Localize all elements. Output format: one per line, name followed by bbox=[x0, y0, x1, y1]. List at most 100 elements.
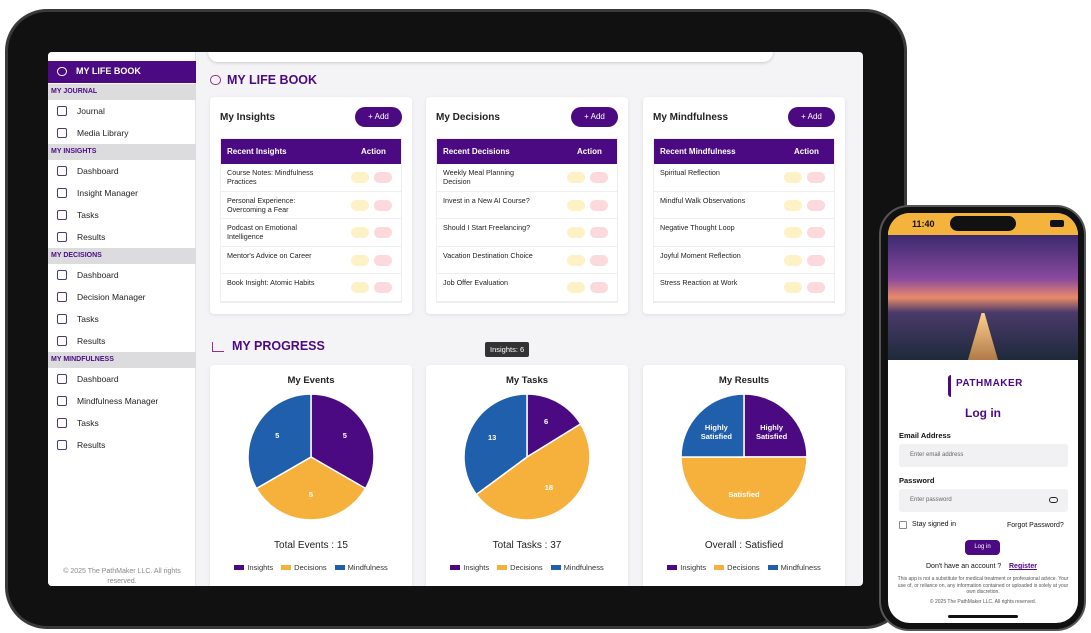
slice-label: 5 bbox=[308, 490, 314, 500]
nav-item[interactable]: Results bbox=[48, 226, 196, 248]
nav-icon bbox=[57, 440, 67, 450]
delete-button[interactable] bbox=[374, 227, 392, 238]
delete-button[interactable] bbox=[807, 199, 825, 211]
edit-button[interactable] bbox=[351, 254, 369, 266]
edit-button[interactable] bbox=[567, 227, 585, 238]
pie-chart bbox=[463, 393, 591, 521]
edit-button[interactable] bbox=[351, 227, 369, 238]
delete-button[interactable] bbox=[807, 282, 825, 293]
password-label: Password bbox=[899, 476, 935, 485]
legend-swatch bbox=[550, 564, 561, 570]
nav-label: Journal bbox=[77, 106, 105, 116]
nav-item[interactable]: Tasks bbox=[48, 308, 196, 330]
row-text: Book Insight: Atomic Habits bbox=[227, 278, 315, 287]
delete-button[interactable] bbox=[374, 254, 392, 266]
nav-item[interactable]: Dashboard bbox=[48, 368, 196, 390]
nav-icon bbox=[57, 188, 67, 198]
chart-title: My Results bbox=[718, 375, 770, 386]
slice-label: 18 bbox=[544, 483, 554, 493]
add-button[interactable]: + Add bbox=[355, 107, 402, 127]
legend-swatch bbox=[281, 564, 292, 570]
password-placeholder: Enter password bbox=[910, 497, 952, 503]
table-row: Spiritual Reflection bbox=[654, 164, 834, 192]
row-text: Personal Experience: Overcoming a Fear bbox=[227, 195, 296, 214]
legend: Insights Decisions Mindfulness bbox=[426, 561, 628, 573]
add-button[interactable]: + Add bbox=[788, 107, 835, 127]
nav-item[interactable]: Results bbox=[48, 434, 196, 456]
edit-button[interactable] bbox=[351, 172, 369, 183]
nav-item[interactable]: Tasks bbox=[48, 204, 196, 226]
nav-item[interactable]: Journal bbox=[48, 100, 196, 122]
edit-button[interactable] bbox=[784, 172, 802, 183]
legend-entry: Mindfulness bbox=[334, 561, 388, 573]
login-button[interactable]: Log in bbox=[965, 540, 1000, 555]
pie-slice bbox=[463, 393, 528, 496]
nav-icon bbox=[57, 106, 67, 116]
password-input[interactable]: Enter password bbox=[899, 489, 1068, 512]
table-row: Podcast on Emotional Intelligence bbox=[221, 219, 401, 247]
remember-label: Stay signed in bbox=[912, 521, 956, 528]
tablet-screen: MY LIFE BOOK MY JOURNAL Journal Media Libra… bbox=[48, 52, 863, 586]
sidebar: MY LIFE BOOK MY JOURNAL Journal Media Libra… bbox=[48, 52, 196, 586]
delete-button[interactable] bbox=[374, 282, 392, 293]
chart-summary: Overall : Satisfied bbox=[704, 540, 784, 551]
delete-button[interactable] bbox=[374, 172, 392, 183]
nav-item[interactable]: Results bbox=[48, 330, 196, 352]
edit-button[interactable] bbox=[784, 282, 802, 293]
panel-title: My Mindfulness bbox=[653, 112, 729, 123]
chart-card: My Events 5 5 5 Total Events : 15 Insights Dec… bbox=[210, 365, 412, 586]
delete-button[interactable] bbox=[807, 172, 825, 183]
nav-item[interactable]: Decision Manager bbox=[48, 286, 196, 308]
edit-button[interactable] bbox=[784, 199, 802, 211]
nav-icon bbox=[57, 166, 67, 176]
delete-button[interactable] bbox=[807, 254, 825, 266]
delete-button[interactable] bbox=[590, 172, 608, 183]
no-account: Don't have an account ? bbox=[926, 563, 1002, 570]
delete-button[interactable] bbox=[590, 282, 608, 293]
pie-slice bbox=[680, 456, 808, 521]
table-header: Recent Insights Action bbox=[221, 139, 401, 164]
nav-item[interactable]: Tasks bbox=[48, 412, 196, 434]
forgot-link[interactable]: Forgot Password? bbox=[1007, 522, 1064, 529]
pie-slice bbox=[526, 393, 582, 459]
edit-button[interactable] bbox=[784, 227, 802, 238]
pie-chart bbox=[247, 393, 375, 521]
row-text: Joyful Moment Reflection bbox=[660, 250, 741, 260]
nav-item[interactable]: Mindfulness Manager bbox=[48, 390, 196, 412]
legend: Insights Decisions Mindfulness bbox=[210, 561, 412, 573]
delete-button[interactable] bbox=[807, 227, 825, 238]
edit-button[interactable] bbox=[567, 172, 585, 183]
edit-button[interactable] bbox=[567, 199, 585, 211]
edit-button[interactable] bbox=[351, 199, 369, 211]
delete-button[interactable] bbox=[374, 199, 392, 211]
edit-button[interactable] bbox=[784, 254, 802, 266]
table-header: Recent Decisions Action bbox=[437, 139, 617, 164]
edit-button[interactable] bbox=[351, 282, 369, 293]
register-link[interactable]: Register bbox=[1009, 563, 1038, 570]
nav-icon bbox=[57, 418, 67, 428]
nav-label: Mindfulness Manager bbox=[77, 396, 159, 406]
disclaimer: This app is not a substitute for medical… bbox=[897, 576, 1069, 595]
email-input[interactable]: Enter email address bbox=[899, 444, 1068, 467]
nav-icon bbox=[57, 270, 67, 280]
nav-icon bbox=[57, 374, 67, 384]
nav-icon bbox=[57, 396, 67, 406]
nav-item[interactable]: Media Library bbox=[48, 122, 196, 144]
eye-icon[interactable] bbox=[1049, 497, 1058, 503]
legend-entry: Insights bbox=[450, 561, 489, 573]
nav-label: Dashboard bbox=[77, 166, 119, 176]
delete-button[interactable] bbox=[590, 199, 608, 211]
delete-button[interactable] bbox=[590, 254, 608, 266]
add-button[interactable]: + Add bbox=[571, 107, 618, 127]
edit-button[interactable] bbox=[567, 254, 585, 266]
edit-button[interactable] bbox=[567, 282, 585, 293]
nav-item[interactable]: Dashboard bbox=[48, 160, 196, 182]
slice-label: Highly Satisfied bbox=[755, 423, 788, 442]
nav-item[interactable]: Insight Manager bbox=[48, 182, 196, 204]
nav-icon bbox=[57, 210, 67, 220]
nav-item[interactable]: Dashboard bbox=[48, 264, 196, 286]
remember-checkbox[interactable] bbox=[899, 521, 907, 529]
legend-swatch bbox=[767, 564, 778, 570]
delete-button[interactable] bbox=[590, 227, 608, 238]
